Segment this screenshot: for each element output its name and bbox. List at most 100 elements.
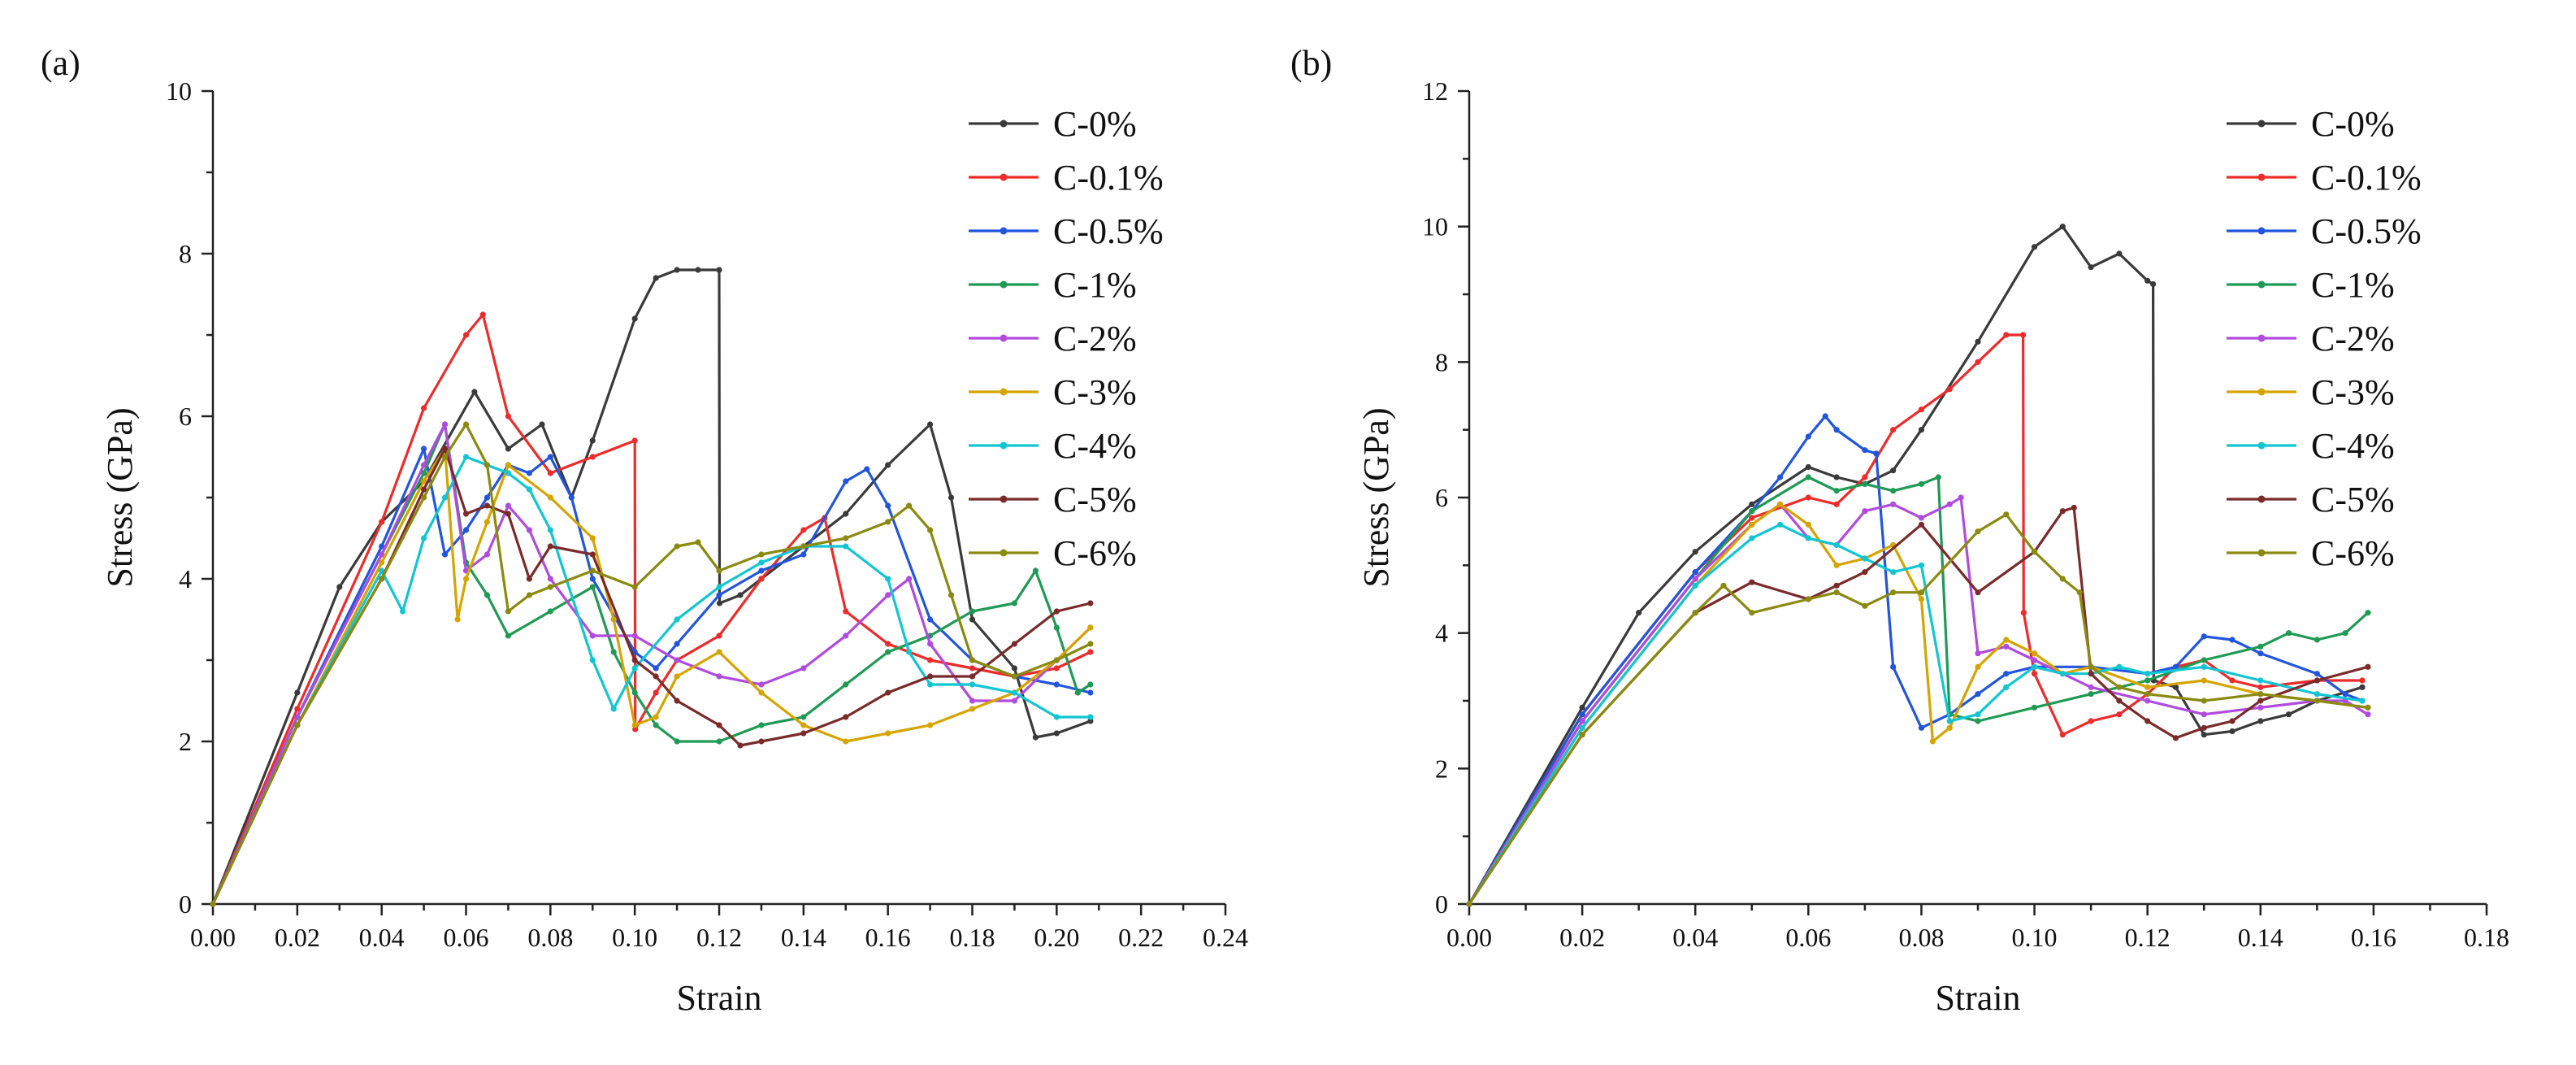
y-tick-label: 0 [179, 889, 192, 919]
data-point [653, 689, 659, 696]
data-point [589, 437, 596, 444]
data-point [2257, 718, 2264, 724]
data-point [336, 584, 343, 590]
data-point [462, 576, 470, 582]
data-point [843, 632, 849, 639]
data-point [2031, 650, 2038, 657]
data-point [2144, 718, 2151, 724]
data-point [2342, 691, 2348, 698]
data-point [379, 576, 385, 582]
data-point [674, 698, 680, 704]
data-point [1749, 535, 1755, 541]
data-point [1918, 562, 1925, 568]
data-point [2116, 250, 2123, 257]
series-c-6pct [210, 421, 1094, 907]
x-tick-label: 0.10 [2012, 923, 2058, 952]
legend-item-c-6pct: C-6% [2227, 533, 2395, 573]
data-point [1890, 467, 1897, 474]
data-point [1890, 589, 1897, 596]
data-point [1011, 698, 1018, 704]
legend-item-c-0-1pct: C-0.1% [969, 158, 1164, 198]
data-point [441, 551, 449, 558]
data-point [2020, 332, 2027, 338]
legend-marker [2257, 388, 2266, 396]
y-tick-label: 4 [179, 564, 192, 593]
data-point [1692, 576, 1698, 582]
x-tick-label: 0.10 [612, 923, 657, 952]
data-point [2144, 698, 2151, 704]
data-point [1074, 689, 1081, 696]
data-point [2116, 663, 2123, 670]
data-point [653, 673, 659, 680]
data-point [2172, 663, 2179, 670]
data-point [969, 616, 976, 623]
data-point [2059, 732, 2066, 738]
data-point [479, 311, 486, 318]
legend-marker [1000, 495, 1008, 503]
series-line-c-0-1pct [211, 313, 1091, 905]
data-point [1833, 541, 1840, 548]
data-point [1805, 535, 1811, 541]
data-point [1087, 649, 1094, 655]
data-point [2116, 711, 2123, 718]
data-point [926, 673, 934, 680]
data-point [758, 738, 765, 745]
data-point [2031, 549, 2038, 555]
data-point [462, 511, 470, 517]
data-point [2257, 691, 2264, 698]
data-point [589, 657, 596, 663]
data-point [379, 543, 385, 550]
data-point [948, 494, 955, 501]
data-point [420, 405, 427, 411]
data-point [2314, 637, 2320, 643]
data-point [589, 632, 596, 639]
data-point [1087, 681, 1094, 688]
series-c-6pct [1466, 511, 2371, 907]
data-point [420, 494, 427, 501]
data-point [1692, 610, 1698, 616]
data-point [653, 275, 659, 281]
series-c-2pct [1466, 494, 2371, 907]
legend-marker [1000, 227, 1008, 235]
data-point [674, 543, 680, 550]
data-point [758, 722, 765, 728]
data-point [2088, 671, 2094, 677]
data-point [1011, 641, 1018, 647]
data-point [2359, 677, 2366, 684]
x-tick-label: 0.00 [1446, 923, 1492, 952]
series-line-c-1pct [1468, 476, 2369, 905]
data-point [1692, 582, 1698, 589]
data-point [1833, 488, 1840, 494]
data-point [1805, 494, 1811, 501]
legend-marker [2257, 441, 2266, 450]
legend-item-c-1pct: C-1% [969, 265, 1137, 305]
data-point [1918, 589, 1925, 596]
x-tick-label: 0.14 [781, 923, 826, 952]
x-axis-title: Strain [676, 978, 761, 1018]
data-point [1579, 711, 1585, 718]
data-point [441, 494, 449, 501]
legend-marker [1000, 120, 1008, 128]
series-line-c-0pct [211, 268, 1091, 905]
data-point [800, 665, 807, 672]
data-point [1918, 724, 1925, 731]
data-point [1833, 589, 1840, 596]
legend-marker [2257, 227, 2266, 235]
legend-marker [2257, 173, 2266, 181]
y-tick-label: 6 [179, 402, 192, 431]
x-tick-label: 0.08 [527, 923, 573, 952]
data-point [2144, 671, 2151, 677]
data-point [1053, 665, 1060, 672]
series-line-c-2pct [211, 423, 1092, 905]
data-point [210, 901, 216, 907]
data-point [2314, 691, 2320, 698]
data-point [2003, 684, 2010, 690]
data-point [589, 584, 596, 590]
data-point [1749, 610, 1755, 616]
data-point [1890, 427, 1897, 433]
legend-label: C-0.1% [2311, 158, 2422, 198]
data-point [420, 478, 427, 485]
series-c-0-1pct [1466, 332, 2366, 907]
data-point [716, 649, 722, 655]
data-point [1749, 515, 1755, 521]
